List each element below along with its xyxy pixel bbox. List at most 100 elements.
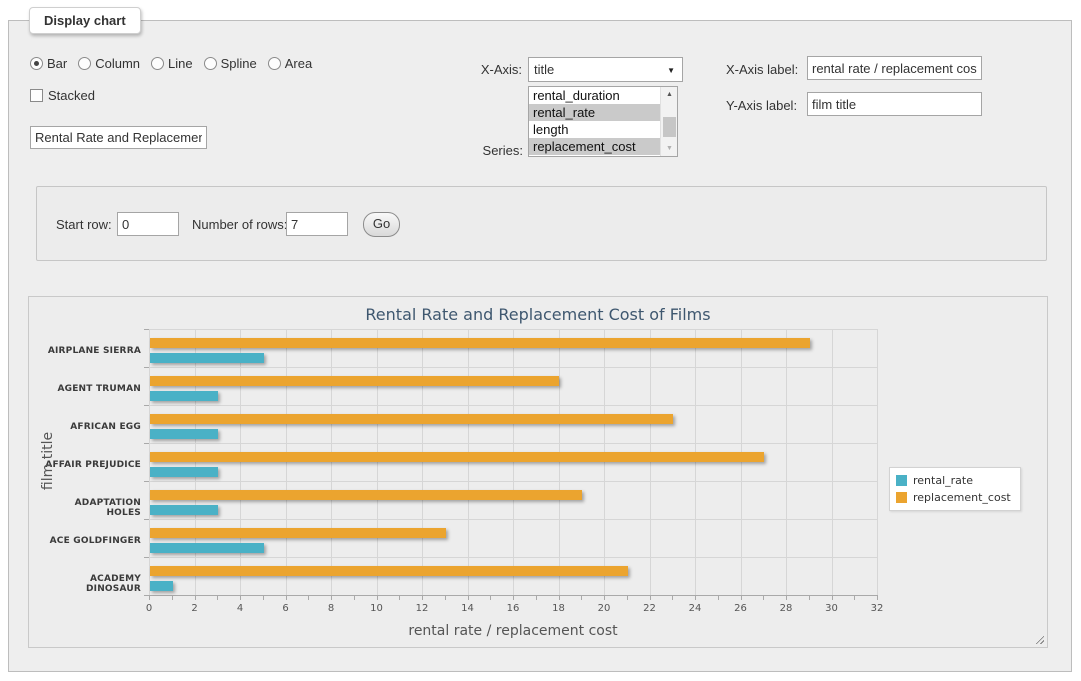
grid-line-y: [149, 405, 877, 406]
bar-replacement_cost: [150, 528, 446, 538]
go-button[interactable]: Go: [363, 212, 400, 237]
y-axis-label-caption: Y-Axis label:: [726, 98, 797, 113]
chart-title-input[interactable]: [30, 126, 207, 149]
grid-line-x: [377, 329, 378, 595]
stacked-label: Stacked: [48, 88, 95, 103]
category-label: AGENT TRUMAN: [37, 384, 141, 394]
category-label: ADAPTATION HOLES: [37, 498, 141, 518]
x-axis-label-input[interactable]: [807, 56, 982, 80]
radio-icon: [30, 57, 43, 70]
grid-line-x: [695, 329, 696, 595]
bar-replacement_cost: [150, 566, 628, 576]
bar-rental_rate: [150, 505, 218, 515]
grid-line-x: [149, 329, 150, 595]
grid-line-x: [877, 329, 878, 595]
bar-rental_rate: [150, 467, 218, 477]
chart-type-label: Spline: [221, 56, 257, 71]
x-tick-label: 18: [546, 603, 572, 614]
y-axis-tick: [144, 405, 149, 406]
stacked-checkbox[interactable]: [30, 89, 43, 102]
bar-replacement_cost: [150, 376, 559, 386]
chart-type-radio-area[interactable]: Area: [268, 56, 312, 71]
x-tick-label: 32: [864, 603, 890, 614]
page: Display chart Bar Column Line Spline Area St…: [0, 0, 1081, 681]
bar-rental_rate: [150, 391, 218, 401]
grid-line-x: [422, 329, 423, 595]
x-tick-label: 26: [728, 603, 754, 614]
bar-replacement_cost: [150, 452, 764, 462]
y-axis-tick: [144, 557, 149, 558]
y-axis-tick: [144, 443, 149, 444]
legend-label: replacement_cost: [913, 491, 1011, 504]
chart-type-label: Bar: [47, 56, 67, 71]
bar-replacement_cost: [150, 414, 673, 424]
chart-type-radio-column[interactable]: Column: [78, 56, 140, 71]
chart-container: Rental Rate and Replacement Cost of Film…: [28, 296, 1048, 648]
chart-type-radio-group: Bar Column Line Spline Area: [30, 56, 323, 71]
category-label: AIRPLANE SIERRA: [37, 346, 141, 356]
panel-title: Display chart: [29, 7, 141, 34]
x-tick-label: 20: [591, 603, 617, 614]
grid-line-x: [331, 329, 332, 595]
grid-line-x: [559, 329, 560, 595]
legend-swatch-icon: [896, 492, 907, 503]
grid-line-x: [240, 329, 241, 595]
x-axis-selected-value: title: [534, 62, 554, 77]
x-axis-line: [149, 595, 878, 596]
x-axis-select-label: X-Axis:: [430, 62, 522, 77]
stacked-row: Stacked: [30, 88, 95, 103]
x-axis-title: rental rate / replacement cost: [149, 623, 877, 639]
grid-line-x: [832, 329, 833, 595]
chart-resize-handle-icon[interactable]: [1033, 633, 1044, 644]
grid-line-x: [513, 329, 514, 595]
y-axis-title: film title: [40, 421, 56, 501]
bar-replacement_cost: [150, 490, 582, 500]
start-row-input[interactable]: [117, 212, 179, 236]
series-options: rental_durationrental_ratelengthreplacem…: [529, 87, 677, 155]
legend-item-rental_rate[interactable]: rental_rate: [896, 472, 1011, 489]
category-label: ACE GOLDFINGER: [37, 536, 141, 546]
y-axis-tick: [144, 367, 149, 368]
num-rows-label: Number of rows:: [192, 217, 287, 232]
row-controls-panel: [36, 186, 1047, 261]
y-axis-tick: [144, 519, 149, 520]
series-option-rental_duration[interactable]: rental_duration: [529, 87, 660, 104]
scroll-up-icon[interactable]: ▲: [662, 87, 677, 102]
start-row-label: Start row:: [56, 217, 112, 232]
grid-line-x: [286, 329, 287, 595]
scrollbar-thumb[interactable]: [663, 117, 676, 137]
select-dropdown-arrow-icon: ▼: [667, 66, 675, 75]
legend-item-replacement_cost[interactable]: replacement_cost: [896, 489, 1011, 506]
radio-icon: [151, 57, 164, 70]
chart-type-radio-spline[interactable]: Spline: [204, 56, 257, 71]
grid-line-x: [604, 329, 605, 595]
series-option-length[interactable]: length: [529, 121, 660, 138]
chart-type-radio-bar[interactable]: Bar: [30, 56, 67, 71]
bar-rental_rate: [150, 429, 218, 439]
listbox-scrollbar[interactable]: ▲ ▼: [660, 87, 677, 156]
chart-type-label: Area: [285, 56, 312, 71]
x-tick-label: 6: [273, 603, 299, 614]
x-tick-label: 22: [637, 603, 663, 614]
x-axis-select[interactable]: title ▼: [528, 57, 683, 82]
series-listbox[interactable]: rental_durationrental_ratelengthreplacem…: [528, 86, 678, 157]
y-axis-label-input[interactable]: [807, 92, 982, 116]
series-option-rental_rate[interactable]: rental_rate: [529, 104, 660, 121]
num-rows-input[interactable]: [286, 212, 348, 236]
grid-line-x: [741, 329, 742, 595]
series-option-replacement_cost[interactable]: replacement_cost: [529, 138, 660, 155]
radio-icon: [204, 57, 217, 70]
grid-line-y: [149, 443, 877, 444]
scroll-down-icon[interactable]: ▼: [662, 141, 677, 156]
grid-line-x: [786, 329, 787, 595]
x-tick-label: 14: [455, 603, 481, 614]
grid-line-x: [195, 329, 196, 595]
x-tick-label: 16: [500, 603, 526, 614]
x-tick-label: 0: [136, 603, 162, 614]
chart-type-radio-line[interactable]: Line: [151, 56, 193, 71]
radio-icon: [78, 57, 91, 70]
x-tick-label: 12: [409, 603, 435, 614]
category-label: ACADEMY DINOSAUR: [37, 574, 141, 594]
grid-line-y: [149, 329, 877, 330]
radio-icon: [268, 57, 281, 70]
